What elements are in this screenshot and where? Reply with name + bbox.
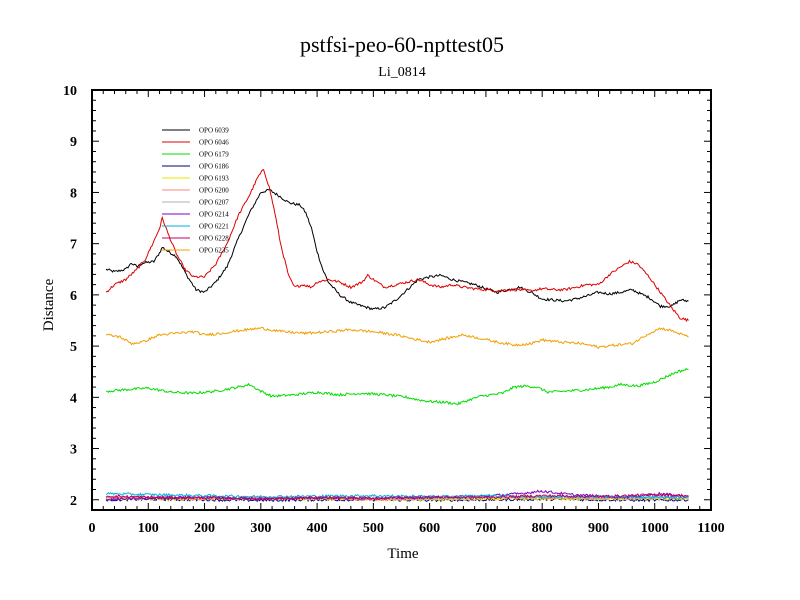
legend-label: OPO 6207 xyxy=(199,199,229,207)
y-tick-label: 9 xyxy=(70,135,77,150)
series-line-opo-6235 xyxy=(105,326,689,349)
series-line-opo-6179 xyxy=(106,367,689,406)
chart-title: pstfsi-peo-60-npttest05 xyxy=(300,32,504,57)
x-tick-label: 100 xyxy=(138,521,159,536)
x-tick-label: 700 xyxy=(475,521,496,536)
legend-label: OPO 6193 xyxy=(199,175,229,183)
x-tick-label: 1000 xyxy=(641,521,669,536)
legend-label: OPO 6200 xyxy=(199,187,229,195)
x-tick-label: 500 xyxy=(363,521,384,536)
legend-label: OPO 6039 xyxy=(199,127,229,135)
x-tick-label: 400 xyxy=(307,521,328,536)
series-line-opo-6039 xyxy=(105,188,689,311)
legend-label: OPO 6221 xyxy=(199,223,229,231)
y-tick-label: 3 xyxy=(70,443,77,458)
y-tick-label: 10 xyxy=(63,84,77,99)
y-tick-label: 2 xyxy=(70,494,77,509)
legend-label: OPO 6046 xyxy=(199,139,229,147)
legend-label: OPO 6228 xyxy=(199,235,229,243)
x-tick-label: 300 xyxy=(250,521,271,536)
x-tick-label: 1100 xyxy=(697,521,724,536)
x-tick-label: 200 xyxy=(194,521,215,536)
x-tick-label: 900 xyxy=(588,521,609,536)
legend: OPO 6039 OPO 6046 OPO 6179 OPO 6186 OPO 6193… xyxy=(162,127,229,255)
x-tick-label: 0 xyxy=(89,521,96,536)
x-tick-label: 600 xyxy=(419,521,440,536)
plot-frame xyxy=(91,89,712,511)
x-tick-label: 800 xyxy=(532,521,553,536)
legend-label: OPO 6186 xyxy=(199,163,229,171)
y-tick-label: 7 xyxy=(70,238,77,253)
y-tick-label: 6 xyxy=(70,289,77,304)
x-axis-label: Time xyxy=(387,546,418,562)
y-axis-label: Distance xyxy=(41,278,57,331)
y-tick-label: 8 xyxy=(70,186,77,201)
series-line-opo-6046 xyxy=(105,169,689,323)
legend-label: OPO 6214 xyxy=(199,211,229,219)
legend-label: OPO 6179 xyxy=(199,151,229,159)
chart-subtitle: Li_0814 xyxy=(378,65,425,80)
series-line-opo-6228 xyxy=(105,492,689,501)
series-layer xyxy=(105,169,689,503)
legend-label: OPO 6235 xyxy=(199,247,229,255)
y-tick-label: 5 xyxy=(70,340,77,355)
axes-layer: 0 100 200 300 400 500 600 700 800 900 1000 1100 2 3 4 5… xyxy=(63,84,725,536)
y-tick-label: 4 xyxy=(70,391,77,406)
